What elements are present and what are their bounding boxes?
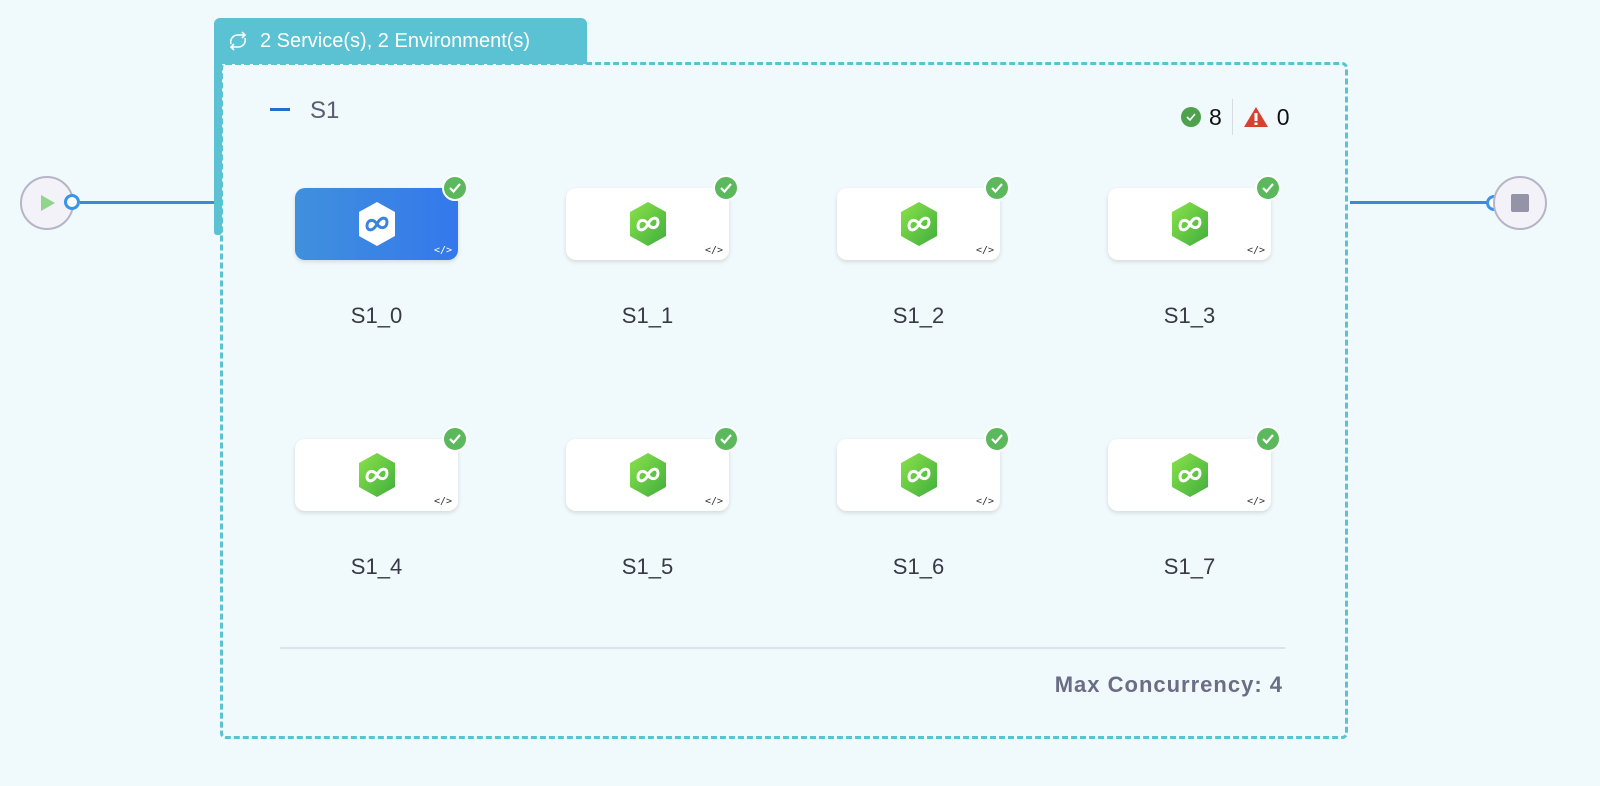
code-icon: </> [704,245,723,256]
service-icon [1171,453,1208,497]
service-node[interactable]: </> [837,188,1000,260]
node-label: S1_0 [350,303,403,328]
service-icon [900,202,937,246]
group-left-bar [214,60,222,235]
node-label: S1_4 [350,554,403,579]
node-label: S1_1 [621,303,674,328]
success-check-icon [1255,426,1281,452]
code-icon: </> [704,496,723,507]
service-icon [900,453,937,497]
code-icon: </> [1246,496,1265,507]
service-icon [358,453,395,497]
success-check-icon [713,175,739,201]
collapse-icon[interactable] [270,108,290,111]
group-header[interactable]: 2 Service(s), 2 Environment(s) [214,18,587,64]
success-check-icon [984,426,1010,452]
play-icon [41,195,55,211]
code-icon: </> [433,245,452,256]
success-check-icon [984,175,1010,201]
divider [1231,99,1233,135]
start-port [64,194,80,210]
success-check-icon [713,426,739,452]
service-node[interactable]: </> [295,188,458,260]
node-label: S1_2 [892,303,945,328]
service-icon [629,453,666,497]
service-node[interactable]: </> [566,439,729,511]
service-node[interactable]: </> [1108,188,1271,260]
code-icon: </> [975,496,994,507]
service-node[interactable]: </> [837,439,1000,511]
node-label: S1_3 [1163,303,1216,328]
pipeline-end-node[interactable] [1493,176,1547,230]
code-icon: </> [975,245,994,256]
node-label: S1_6 [892,554,945,579]
success-check-icon [442,175,468,201]
edge-out [1350,201,1490,204]
service-icon [1171,202,1208,246]
service-node[interactable]: </> [1108,439,1271,511]
max-concurrency: Max Concurrency: 4 [1054,672,1283,697]
matrix-group-container [220,62,1348,739]
service-icon [358,202,395,246]
success-count: 8 [1209,103,1222,130]
code-icon: </> [1246,245,1265,256]
stop-icon [1511,194,1529,212]
success-check-icon [1255,175,1281,201]
service-node[interactable]: </> [566,188,729,260]
stage-name: S1 [310,97,340,124]
code-icon: </> [433,496,452,507]
status-summary: 8 0 [1181,99,1290,135]
service-icon [629,202,666,246]
edge-in [80,201,216,204]
group-title: 2 Service(s), 2 Environment(s) [260,29,531,52]
node-label: S1_5 [621,554,674,579]
success-icon [1181,107,1201,127]
footer-divider [280,647,1285,649]
success-check-icon [442,426,468,452]
warning-icon [1243,107,1268,127]
loop-icon [229,31,247,51]
service-node[interactable]: </> [295,439,458,511]
node-label: S1_7 [1163,554,1216,579]
warning-count: 0 [1276,103,1290,130]
